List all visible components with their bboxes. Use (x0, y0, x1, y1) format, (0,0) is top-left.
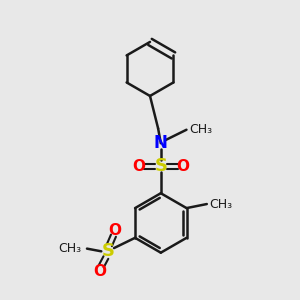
Text: S: S (154, 157, 167, 175)
Text: CH₃: CH₃ (190, 123, 213, 136)
Text: CH₃: CH₃ (59, 242, 82, 255)
Text: O: O (108, 223, 121, 238)
Text: N: N (154, 134, 168, 152)
Text: S: S (101, 242, 115, 260)
Text: O: O (176, 159, 190, 174)
Text: O: O (132, 159, 145, 174)
Text: O: O (93, 264, 106, 279)
Text: CH₃: CH₃ (209, 197, 232, 211)
